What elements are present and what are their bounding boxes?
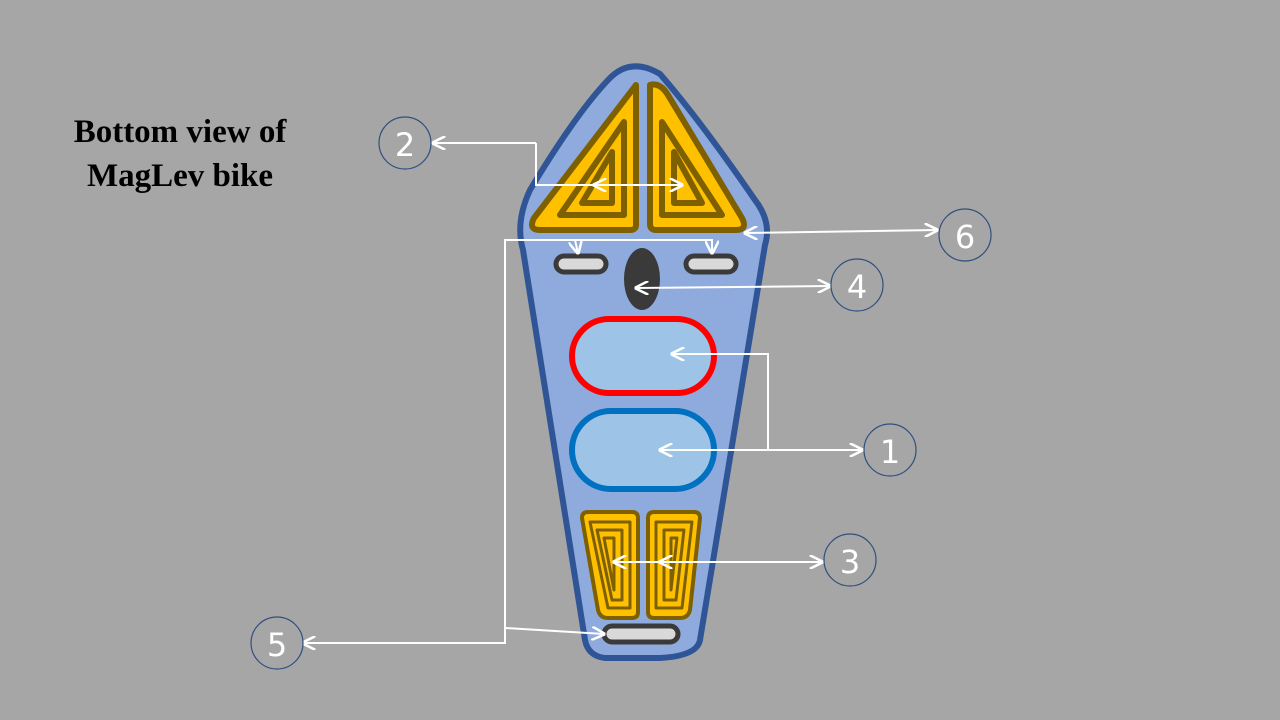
title-line-1: Bottom view of [73,114,287,150]
leader-line-1-top [672,354,769,450]
leader-line-4 [636,286,830,288]
callout-4-circle [830,258,884,312]
callout-3-circle [823,533,877,587]
callout-1-label: 1 [880,433,900,471]
title-line-2: MagLev bike [86,158,274,194]
callout-6-circle [938,208,992,262]
center-sensor [624,248,660,310]
callout-5: 5 [250,616,304,670]
support-pad-front-left [553,253,609,275]
callout-3: 3 [823,533,877,587]
callout-2-label: 2 [395,126,415,164]
support-pad-rear [601,623,681,645]
callout-1-circle [863,423,917,477]
callout-5-label: 5 [267,626,287,664]
callout-3-label: 3 [840,543,860,581]
rear-coil-left [580,510,640,620]
callout-4: 4 [830,258,884,312]
support-pad-front-right [683,253,739,275]
leader-line-5-front-left [575,240,578,253]
callout-2: 2 [378,116,432,170]
callout-6-label: 6 [955,218,975,256]
front-coil-right [647,81,747,233]
leader-lines [303,143,937,643]
rear-coil-right [646,510,702,620]
leader-line-6 [745,230,937,233]
leader-line-5-front [504,239,712,630]
callout-6: 6 [938,208,992,262]
diagram-title: Bottom view of MagLev bike [40,110,320,198]
callout-5-circle [250,616,304,670]
leader-line-5-rear [504,628,604,634]
callout-1: 1 [863,423,917,477]
front-coil-left [529,82,639,233]
callout-4-label: 4 [847,268,867,306]
callout-2-circle [378,116,432,170]
leader-line-5 [303,628,506,643]
magnet-red [569,316,717,396]
